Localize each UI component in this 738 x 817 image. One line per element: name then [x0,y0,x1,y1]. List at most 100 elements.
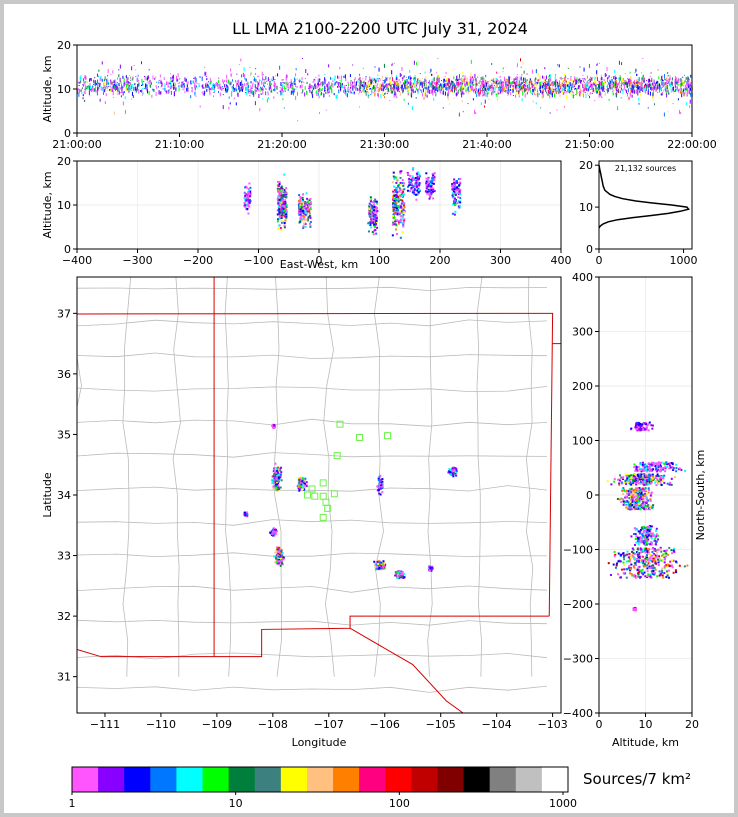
source-point [376,84,378,89]
source-point [230,68,232,72]
source-point [340,86,342,91]
source-point [178,81,180,84]
source-point [412,106,414,111]
source-point [302,225,305,228]
source-point [245,186,248,189]
source-point [278,181,281,184]
source-point [369,81,371,85]
source-point [518,88,520,93]
source-point [299,80,301,82]
source-point [303,205,306,208]
source-point [675,85,677,88]
source-point [507,92,509,95]
source-point [298,478,301,481]
source-point [496,91,498,93]
source-point [135,69,137,71]
source-point [475,87,477,91]
source-point [361,84,363,87]
source-point [458,181,461,184]
source-point [372,233,375,236]
source-point [615,92,617,97]
source-point [330,76,332,80]
source-point [400,221,403,224]
source-point [523,77,525,81]
source-point [114,85,116,88]
source-point [541,94,543,99]
source-point [190,80,192,85]
source-point [85,85,87,88]
source-point [592,83,594,86]
source-point [240,58,242,62]
source-point [444,91,446,96]
source-point [405,76,407,78]
source-point [286,85,288,89]
source-point [286,84,288,86]
source-point [110,85,112,87]
source-point [404,84,406,89]
source-point [292,91,294,94]
source-point [663,74,665,79]
source-point [283,85,285,90]
source-point [595,84,597,87]
source-point [674,82,676,86]
source-point [682,85,684,87]
source-point [277,477,280,480]
source-point [112,82,114,86]
source-point [481,90,483,92]
source-point [625,79,627,84]
source-point [570,79,572,81]
source-point [464,83,466,88]
source-point [610,80,612,84]
source-point [122,79,124,81]
source-point [461,93,463,98]
source-point [586,83,588,88]
source-point [393,189,396,192]
source-point [499,87,501,92]
source-point [613,84,615,88]
source-point [393,197,396,200]
source-point [588,94,590,96]
source-point [641,77,643,80]
source-point [451,89,453,93]
source-point [327,91,329,93]
source-point [306,203,309,206]
source-point [447,96,449,101]
source-point [526,87,528,90]
source-point [455,85,457,88]
source-point [518,95,520,98]
source-point [454,83,456,87]
source-point [639,86,641,89]
source-point [670,83,672,87]
source-point [633,79,635,82]
source-point [96,83,98,88]
source-point [665,89,667,91]
source-point [684,93,686,97]
source-point [659,86,661,90]
source-point [559,77,561,80]
source-point [515,90,517,95]
source-point [504,76,506,81]
source-point [362,89,364,93]
source-point [106,89,108,92]
source-point [379,486,382,489]
source-point [398,78,400,81]
state-line [349,627,464,713]
source-point [615,79,617,84]
source-point [518,84,520,88]
source-point [396,77,398,81]
source-point [366,86,368,88]
source-point [470,85,472,90]
source-point [324,73,326,75]
source-point [373,211,376,214]
source-point [506,87,508,89]
source-point [551,93,553,98]
source-point [629,71,631,74]
source-point [638,87,640,90]
source-point [402,225,405,228]
source-point [481,83,483,85]
source-point [526,92,528,94]
source-point [433,97,435,101]
source-point [523,70,525,74]
source-point [148,69,150,71]
source-point [491,91,493,96]
